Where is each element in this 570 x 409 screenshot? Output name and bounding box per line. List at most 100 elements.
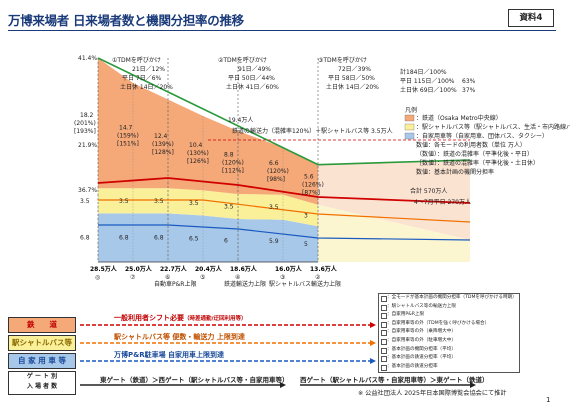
footnote: ※ 公益社団法人 2025年日本国際博覧会協会にて推計 (358, 390, 507, 397)
period-weekend-0: 土日休 14日／20% (120, 83, 173, 91)
rail-share-2-1: [128%] (152, 149, 174, 156)
area-projection-low (318, 204, 470, 262)
arrow-bus-label: 駅シャトルバス等 便数・輸送力 上限到達 (114, 333, 245, 341)
right-legend-item-5: ：自家用車等の外（駐車増大中） (379, 337, 519, 346)
period-weekend-2: 土日休 14日／20% (326, 83, 379, 91)
x-label-2: 22.7万人 (160, 265, 188, 273)
legend-item-2: ：自家用車等（自家用車、団体バス、タクシー） (416, 132, 548, 140)
car-value-4: 6 (224, 238, 228, 245)
summary-pct-2: 37% (462, 87, 476, 94)
mark-layer (80, 57, 476, 388)
gate-label-2: 西ゲート（駅シャトルバス等・自家用車等）＞東ゲート（鉄道） (300, 376, 489, 384)
arrow-car-label: 万博P&R駐車場 自家用車上限到達 (114, 351, 225, 359)
bus-value-1: 3.5 (119, 198, 129, 205)
annotation-total: 合計 570万人 (410, 187, 447, 195)
rail-share-3-1: [126%] (187, 158, 209, 165)
capacity-line-red (97, 177, 471, 204)
left-axis-pct-1: 21.9% (78, 142, 97, 149)
annotation-capacity: 鉄道の輸送力（混雑率120%）＋駅シャトルバス等 3.5万人 (232, 127, 393, 135)
right-legend-item-1: ：駅シャトルバス等の輸送力上限 (379, 303, 519, 312)
annotation-194: 19.4万人 (228, 117, 253, 124)
legend-item-3: 数値：各モードの利用者数（単位 万人） (416, 141, 526, 149)
rail-share-3-0: (130%) (187, 150, 209, 157)
capacity-line-blue (98, 224, 471, 241)
left-axis-pct-2: 36.7% (78, 187, 97, 194)
rail-share-5-1: [98%] (267, 176, 285, 183)
legend-item-0: ：鉄道（Osaka Metro中央線） (416, 114, 502, 122)
arrow-car-head (370, 358, 376, 364)
rail-value-4: 8.8 (224, 152, 234, 159)
period-total-1: 91日／49% (238, 66, 271, 73)
right-legend-item-3: ：自家用車等の外（TDMを強く呼びかける場合） (379, 320, 519, 329)
left-axis-pct-0: 41.4% (78, 55, 97, 62)
right-legend: ：全モードが基本計画の機関分担率（TDMを呼びかける時期） ：駅シャトルバス等の輸… (378, 293, 520, 373)
area-bus (98, 188, 318, 227)
period-title-1: ②TDMを呼びかけ (218, 56, 267, 64)
period-weekday-0: 平日 7日／6% (122, 75, 162, 82)
x-marker-0: ◎ (95, 274, 100, 281)
x-marker-3: ⑤ (200, 274, 205, 281)
text-layer: 41.4% 21.9% 36.7% 18.2(201%)[193%] 3.5 6.8 28.… (74, 55, 570, 288)
page-number: 1 (546, 396, 551, 404)
car-value-0: 6.8 (80, 235, 90, 242)
x-label-0: 28.5万人 (90, 265, 118, 273)
rail-value-2: 12.4 (154, 133, 168, 140)
bus-value-6: 3 (304, 212, 308, 219)
total-line (97, 57, 319, 166)
area-layer (98, 58, 470, 262)
period-title-2: ③TDMを呼びかけ (318, 56, 367, 64)
arrow-gate-1-head (280, 382, 286, 388)
car-value-2: 6.8 (154, 235, 164, 242)
total-line-ext (317, 159, 471, 166)
period-weekday-1: 平日 50日／44% (228, 75, 275, 82)
car-value-1: 6.8 (119, 235, 129, 242)
rail-share-0-0: (201%) (74, 120, 96, 127)
bus-value-0: 3.5 (80, 198, 90, 205)
summary-row-0: 計184日／100% (400, 68, 447, 76)
rail-share-6-1: [87%] (302, 190, 320, 197)
x-marker-5: ③ (280, 274, 285, 281)
legend-swatch-0 (404, 114, 415, 122)
x-sublabel-4: 鉄道輸送力上限 (224, 280, 266, 288)
period-total-2: 72日／39% (338, 66, 371, 73)
x-label-1: 25.0万人 (125, 265, 153, 273)
mode-gate-box: ゲ ー ト 別 入 場 者 数 (8, 371, 76, 395)
x-marker-1: ⑦ (130, 274, 136, 281)
summary-row-2: 土日休 69日／100% (400, 86, 457, 94)
mode-bus-box: 駅シャトルバス等 (8, 335, 76, 351)
x-label-3: 20.4万人 (195, 265, 223, 273)
legend-heading: 凡例 (405, 106, 417, 114)
x-label-5: 16.0万人 (275, 265, 303, 273)
bus-value-2: 3.5 (154, 198, 164, 205)
doc-label: 資料4 (508, 9, 554, 27)
area-car (98, 213, 318, 262)
bus-value-4: 3.5 (224, 204, 234, 211)
right-legend-item-2: ：自家用P&R上限 (379, 311, 519, 320)
legend-item-4: （数値）：鉄道の混雑率（平準化後・平日） (416, 150, 533, 158)
rail-share-1-0: (159%) (117, 133, 139, 140)
page-title: 万博来場者 日来場者数と機関分担率の推移 (8, 13, 244, 28)
rail-share-2-0: (139%) (152, 141, 174, 148)
arrow-rail-label: 一般利用者シフト必要（時差通勤/迂回利用等） (114, 314, 247, 322)
rail-share-5-0: (120%) (267, 168, 289, 175)
legend-item-1: ：駅シャトルバス等（駅シャトルバス、生活・市内路線バス、中長距離バス等） (416, 123, 570, 131)
bus-value-5: 3.5 (269, 204, 279, 211)
rail-share-4-0: (120%) (222, 160, 244, 167)
x-label-4: 18.6万人 (230, 265, 258, 273)
x-sublabel-5: 駅シャトルバス輸送力上限 (269, 280, 341, 288)
mode-rail-box: 鉄 道 (8, 317, 76, 333)
legend-swatch-1 (404, 123, 415, 131)
x-marker-2: ⑥ (165, 274, 170, 281)
capacity-line-orange (98, 199, 471, 223)
legend-swatch-2 (404, 132, 415, 140)
right-legend-item-4: ：自家用車等の外（乗降増大中） (379, 328, 519, 337)
car-value-3: 6.5 (189, 236, 199, 243)
rail-share-1-1: [151%] (117, 141, 139, 148)
summary-row-1: 平日 115日／100% (400, 78, 455, 85)
summary-pct-1: 63% (462, 78, 476, 85)
rail-share-4-1: [112%] (222, 168, 244, 175)
legend-item-6: 数値：基本計画の機関分担率 (416, 168, 494, 176)
right-legend-item-8: ：基本計画の鉄道分担率 (379, 363, 519, 372)
bus-value-3: 3.5 (189, 200, 199, 207)
